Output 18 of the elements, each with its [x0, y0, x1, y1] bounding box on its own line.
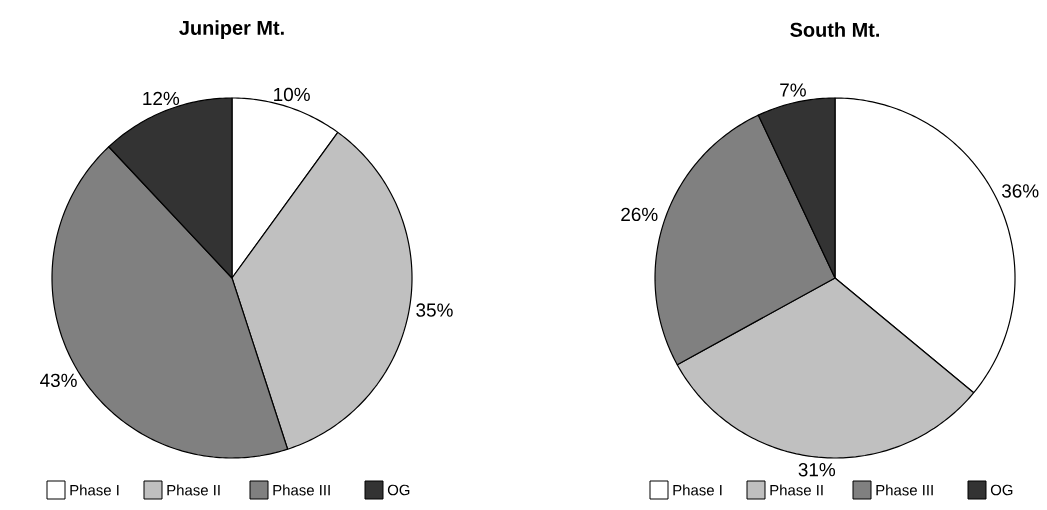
legend-label: OG [990, 484, 1013, 496]
data-label: 26% [621, 207, 658, 222]
legend-label: Phase II [167, 484, 220, 496]
data-label: 35% [416, 303, 453, 317]
data-label: 31% [798, 462, 836, 477]
chart-title: South Mt. [790, 22, 879, 37]
data-label: 10% [274, 87, 310, 102]
legend-label: Phase III [273, 484, 330, 496]
data-label: 43% [40, 373, 77, 388]
legend-label: Phase III [876, 484, 933, 496]
legend-label: Phase I [673, 484, 722, 496]
chart-title: Juniper Mt. [179, 20, 284, 39]
legend-label: Phase I [70, 484, 119, 496]
legend-label: OG [387, 484, 410, 496]
legend-label: Phase II [770, 484, 823, 496]
data-label: 12% [143, 91, 180, 106]
data-label: 36% [1001, 184, 1039, 198]
data-label: 7% [780, 83, 806, 97]
